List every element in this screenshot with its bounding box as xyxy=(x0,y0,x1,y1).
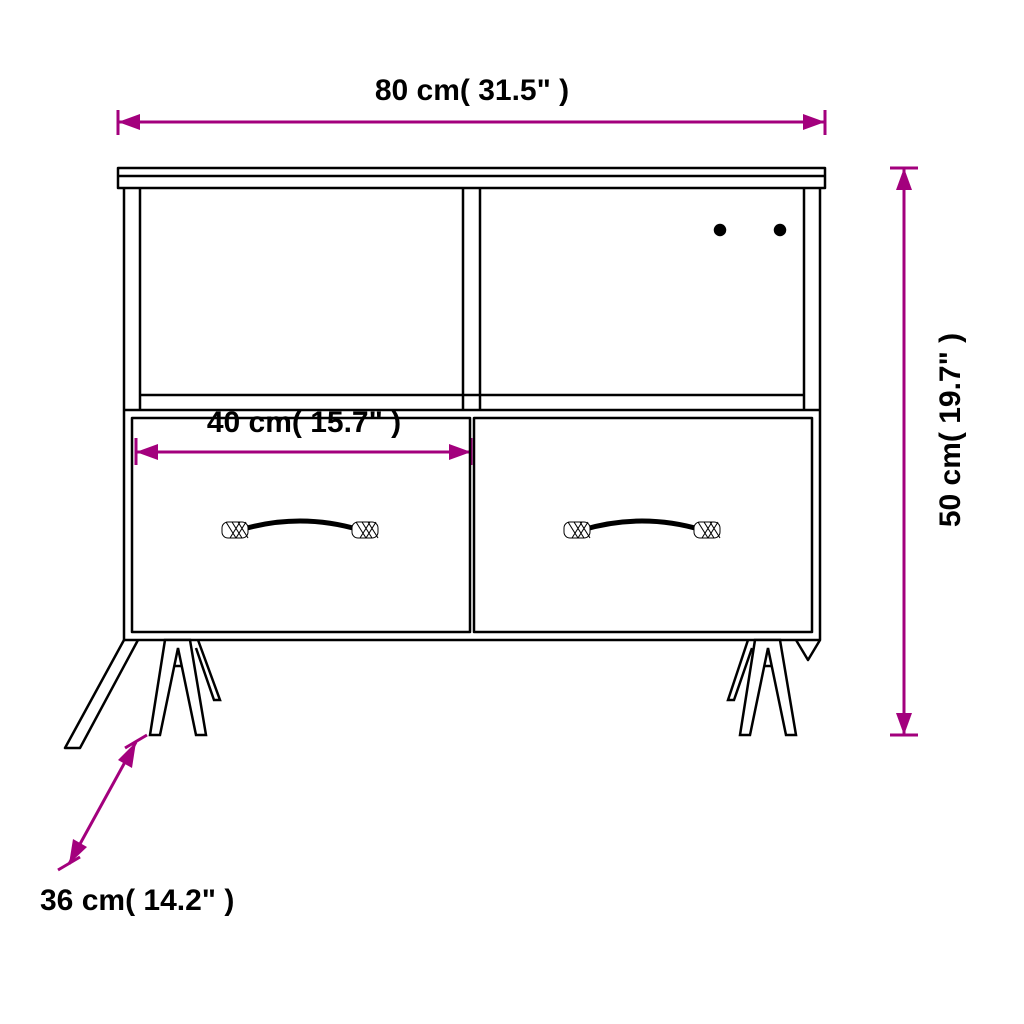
dim-depth-label: 36 cm( 14.2" ) xyxy=(40,884,234,917)
dim-height-label: 50 cm( 19.7" ) xyxy=(934,333,967,527)
drawer-handle-left xyxy=(222,521,378,538)
dim-depth xyxy=(58,735,147,870)
drawer-handle-right xyxy=(564,521,720,538)
dim-height xyxy=(890,168,918,735)
cabinet-legs xyxy=(150,640,796,735)
dim-width-label: 80 cm( 31.5" ) xyxy=(375,74,569,107)
furniture-dimension-diagram: 80 cm( 31.5" ) 50 cm( 19.7" ) 40 cm( 15.… xyxy=(0,0,1024,1024)
cabinet-outline xyxy=(65,168,825,748)
dim-drawer xyxy=(136,438,471,465)
dim-width xyxy=(118,110,825,135)
